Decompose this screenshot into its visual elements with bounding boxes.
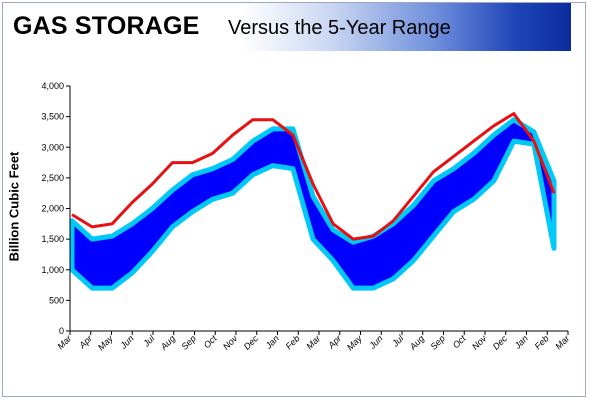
x-tick-label: Sep bbox=[429, 333, 447, 351]
chart-title: GAS STORAGE bbox=[13, 12, 200, 40]
x-tick-label: Feb bbox=[533, 333, 551, 351]
y-tick-label: 2,000 bbox=[41, 204, 64, 214]
chart-subtitle: Versus the 5-Year Range bbox=[228, 17, 451, 39]
x-tick-label: May bbox=[96, 333, 115, 352]
x-tick-label: Apr bbox=[325, 333, 343, 351]
x-tick-label: Oct bbox=[202, 333, 219, 350]
x-tick-label: Nov bbox=[221, 333, 240, 352]
y-tick-label: 500 bbox=[49, 295, 64, 305]
x-tick-label: Jul bbox=[389, 333, 406, 350]
x-tick-label: Jan bbox=[263, 333, 281, 351]
storage-line-group bbox=[71, 112, 556, 241]
y-tick-label: 1,500 bbox=[41, 234, 64, 244]
y-tick-label: 0 bbox=[59, 326, 64, 336]
x-tick-label: Nov bbox=[470, 333, 489, 352]
x-tick-label: Jun bbox=[118, 333, 136, 351]
range-band bbox=[69, 117, 557, 291]
x-tick-label: Mar bbox=[553, 333, 572, 352]
x-tick-label: Dec bbox=[242, 333, 261, 352]
x-tick-label: Jan bbox=[512, 333, 530, 351]
x-tick-label: May bbox=[345, 333, 364, 352]
y-tick-label: 4,000 bbox=[41, 81, 64, 91]
storage-line bbox=[71, 112, 556, 241]
x-tick-label: Aug bbox=[158, 333, 177, 352]
y-tick-label: 2,500 bbox=[41, 173, 64, 183]
five-year-range bbox=[69, 117, 557, 291]
y-tick-label: 1,000 bbox=[41, 265, 64, 275]
title-banner: GAS STORAGE Versus the 5-Year Range bbox=[3, 3, 571, 51]
x-tick-label: Sep bbox=[180, 333, 198, 351]
y-tick-label: 3,000 bbox=[41, 142, 64, 152]
x-tick-label: Apr bbox=[76, 333, 94, 351]
x-tick-label: Oct bbox=[451, 333, 468, 350]
x-tick-label: Jul bbox=[140, 333, 157, 350]
x-tick-label: Mar bbox=[304, 333, 323, 352]
x-tick-label: Jun bbox=[367, 333, 385, 351]
axes: 0 500 1,000 1,500 2,000 2,500 3,000 3,500 4,000 M… bbox=[41, 81, 572, 352]
x-tick-label: Dec bbox=[491, 333, 510, 352]
y-tick-label: 3,500 bbox=[41, 112, 64, 122]
x-tick-label: Aug bbox=[407, 333, 426, 352]
x-tick-label: Feb bbox=[284, 333, 302, 351]
